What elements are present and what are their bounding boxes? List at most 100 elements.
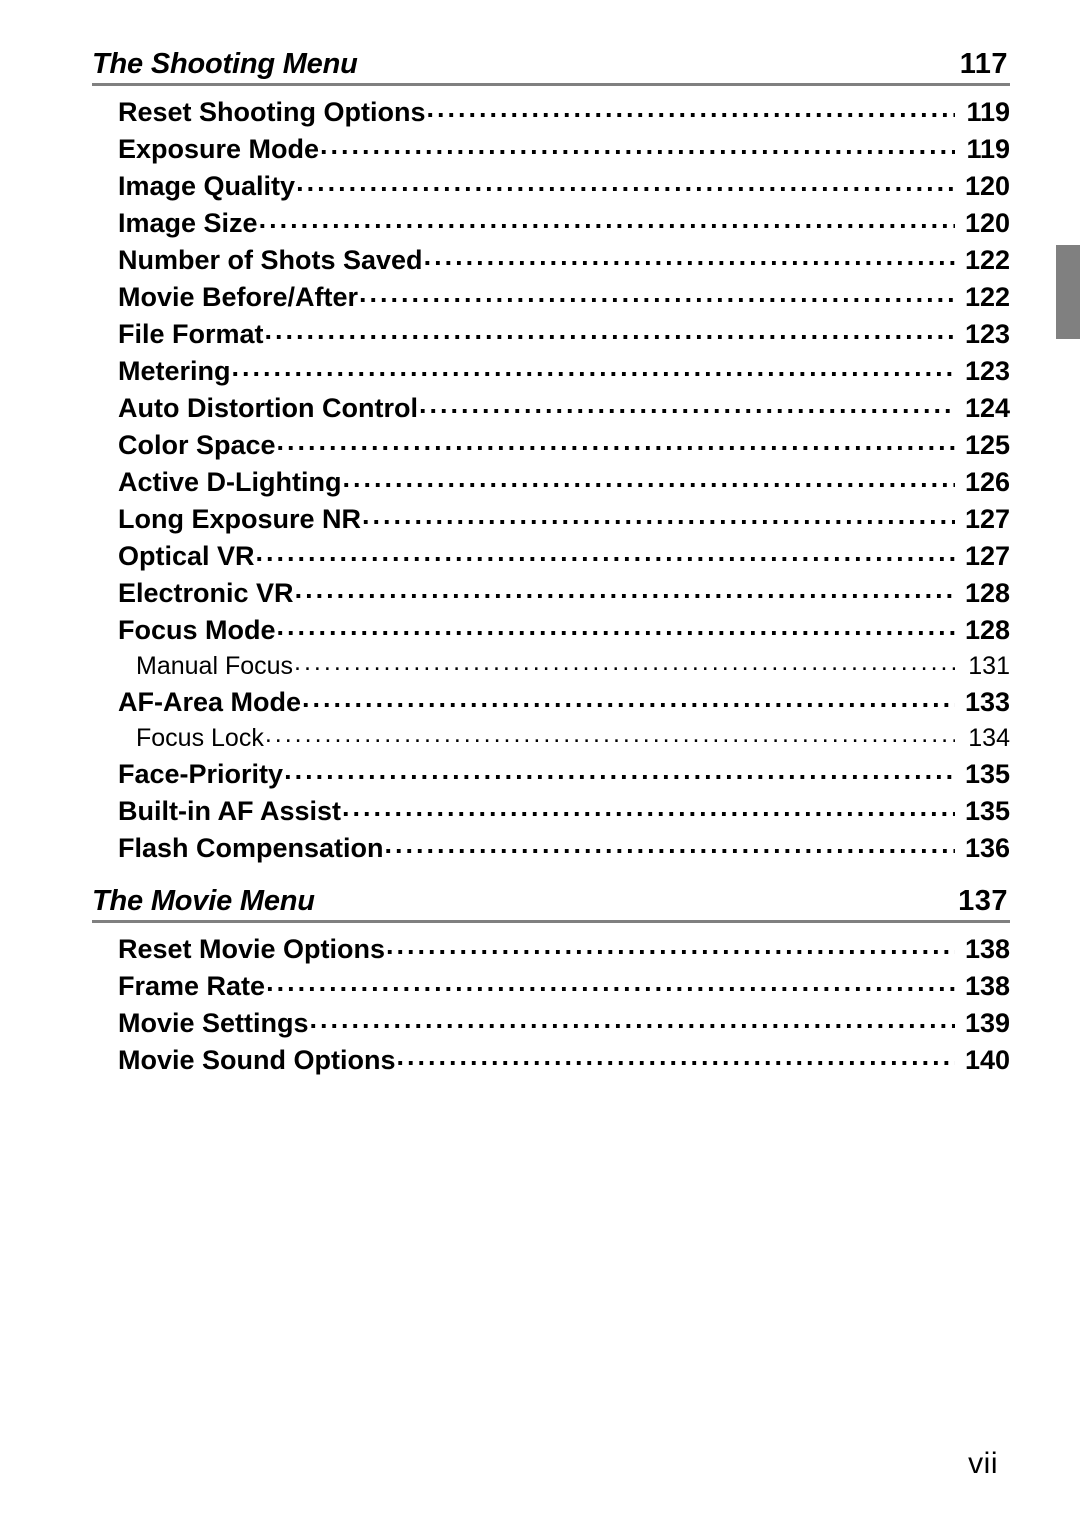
toc-entry: Movie Sound Options 140 (92, 1042, 1010, 1079)
toc-entry-page: 127 (956, 501, 1010, 538)
toc-leader-dots (296, 168, 955, 195)
toc-leader-dots (320, 131, 955, 158)
toc-leader-dots (362, 501, 955, 528)
toc-entry: Color Space 125 (92, 427, 1010, 464)
toc-entry: Electronic VR 128 (92, 575, 1010, 612)
toc-leader-dots (397, 1042, 956, 1069)
toc-leader-dots (259, 205, 955, 232)
toc-entry-label: Face-Priority (118, 756, 283, 793)
toc-entry-label: Focus Mode (118, 612, 276, 649)
toc-entry: Flash Compensation 136 (92, 830, 1010, 867)
toc-entry-page: 138 (956, 931, 1010, 968)
toc-entry: Movie Before/After122 (92, 279, 1010, 316)
toc-entry-label: Long Exposure NR (118, 501, 361, 538)
section-title: The Shooting Menu (92, 48, 358, 81)
toc-entry: Long Exposure NR 127 (92, 501, 1010, 538)
section-page-number: 137 (958, 885, 1008, 918)
toc-entry-page: 119 (956, 131, 1010, 168)
toc-leader-dots (256, 538, 955, 565)
toc-entry-page: 126 (956, 464, 1010, 501)
section-entries: Reset Movie Options138Frame Rate138Movie… (92, 931, 1010, 1079)
toc-leader-dots (277, 612, 955, 639)
toc-section: The Shooting Menu 117 Reset Shooting Optio… (92, 48, 1010, 867)
toc-entry-label: Movie Settings (118, 1005, 309, 1042)
toc-entry-page: 124 (956, 390, 1010, 427)
toc-leader-dots (294, 649, 955, 674)
toc-entry-page: 139 (956, 1005, 1010, 1042)
toc-entry-label: Metering (118, 353, 231, 390)
toc-entry-page: 123 (956, 353, 1010, 390)
toc-entry-label: Flash Compensation (118, 830, 384, 867)
toc-leader-dots (310, 1005, 955, 1032)
toc-entry: Auto Distortion Control 124 (92, 390, 1010, 427)
section-header: The Movie Menu 137 (92, 885, 1010, 923)
toc-entry-label: Image Quality (118, 168, 295, 205)
toc-entry-label: Focus Lock (136, 721, 264, 756)
toc-entry-label: Active D-Lighting (118, 464, 342, 501)
toc-entry-page: 138 (956, 968, 1010, 1005)
toc-leader-dots (427, 94, 956, 121)
toc-leader-dots (386, 931, 955, 958)
toc-entry-page: 140 (956, 1042, 1010, 1079)
toc-entry: Movie Settings 139 (92, 1005, 1010, 1042)
toc-leader-dots (343, 464, 956, 491)
toc-entry-label: Color Space (118, 427, 276, 464)
toc-entry-label: Movie Sound Options (118, 1042, 396, 1079)
toc-entry: Active D-Lighting 126 (92, 464, 1010, 501)
toc-entry-page: 119 (956, 94, 1010, 131)
toc-section: The Movie Menu137Reset Movie Options138F… (92, 885, 1010, 1079)
toc-leader-dots (302, 684, 955, 711)
side-tab-marker (1056, 245, 1080, 339)
toc-entry-label: Auto Distortion Control (118, 390, 418, 427)
toc-entry: Reset Movie Options 138 (92, 931, 1010, 968)
toc-leader-dots (265, 721, 955, 746)
toc-entry-label: Optical VR (118, 538, 255, 575)
section-header: The Shooting Menu 117 (92, 48, 1010, 86)
toc-entry-label: Electronic VR (118, 575, 294, 612)
toc-entry: Face-Priority135 (92, 756, 1010, 793)
toc-entry-label: Image Size (118, 205, 258, 242)
toc-entry-label: AF-Area Mode (118, 684, 301, 721)
toc-leader-dots (266, 968, 955, 995)
toc-entry: Optical VR 127 (92, 538, 1010, 575)
toc-leader-dots (342, 793, 955, 820)
toc-entry-page: 135 (956, 793, 1010, 830)
toc-entry: Focus Lock 134 (92, 721, 1010, 756)
toc-entry-label: Movie Before/After (118, 279, 358, 316)
toc-entry-page: 128 (956, 575, 1010, 612)
toc-sections: The Shooting Menu 117 Reset Shooting Optio… (92, 48, 1010, 1079)
toc-entry-page: 123 (956, 316, 1010, 353)
toc-entry: File Format123 (92, 316, 1010, 353)
toc-entry: Manual Focus 131 (92, 649, 1010, 684)
section-page-number: 117 (960, 48, 1008, 81)
section-entries: Reset Shooting Options 119Exposure Mode11… (92, 94, 1010, 867)
section-title: The Movie Menu (92, 885, 315, 918)
toc-entry-label: Number of Shots Saved (118, 242, 423, 279)
toc-leader-dots (265, 316, 955, 343)
toc-entry-page: 128 (956, 612, 1010, 649)
toc-entry: Reset Shooting Options 119 (92, 94, 1010, 131)
toc-entry-label: Reset Movie Options (118, 931, 385, 968)
toc-entry-page: 127 (956, 538, 1010, 575)
toc-entry: Number of Shots Saved 122 (92, 242, 1010, 279)
toc-entry-label: Reset Shooting Options (118, 94, 426, 131)
toc-entry: Focus Mode 128 (92, 612, 1010, 649)
toc-leader-dots (385, 830, 955, 857)
toc-entry: Image Size120 (92, 205, 1010, 242)
toc-entry-page: 134 (956, 721, 1010, 756)
page-number-footer: vii (968, 1447, 998, 1481)
toc-leader-dots (424, 242, 955, 269)
toc-leader-dots (277, 427, 955, 454)
toc-entry-page: 120 (956, 168, 1010, 205)
toc-entry-label: Manual Focus (136, 649, 293, 684)
toc-leader-dots (295, 575, 955, 602)
toc-entry: Exposure Mode119 (92, 131, 1010, 168)
toc-entry-page: 125 (956, 427, 1010, 464)
toc-entry: Built-in AF Assist 135 (92, 793, 1010, 830)
toc-leader-dots (284, 756, 955, 783)
toc-entry-page: 136 (956, 830, 1010, 867)
toc-entry-page: 131 (956, 649, 1010, 684)
toc-entry: AF-Area Mode133 (92, 684, 1010, 721)
toc-entry-page: 122 (956, 242, 1010, 279)
toc-entry-label: Built-in AF Assist (118, 793, 341, 830)
